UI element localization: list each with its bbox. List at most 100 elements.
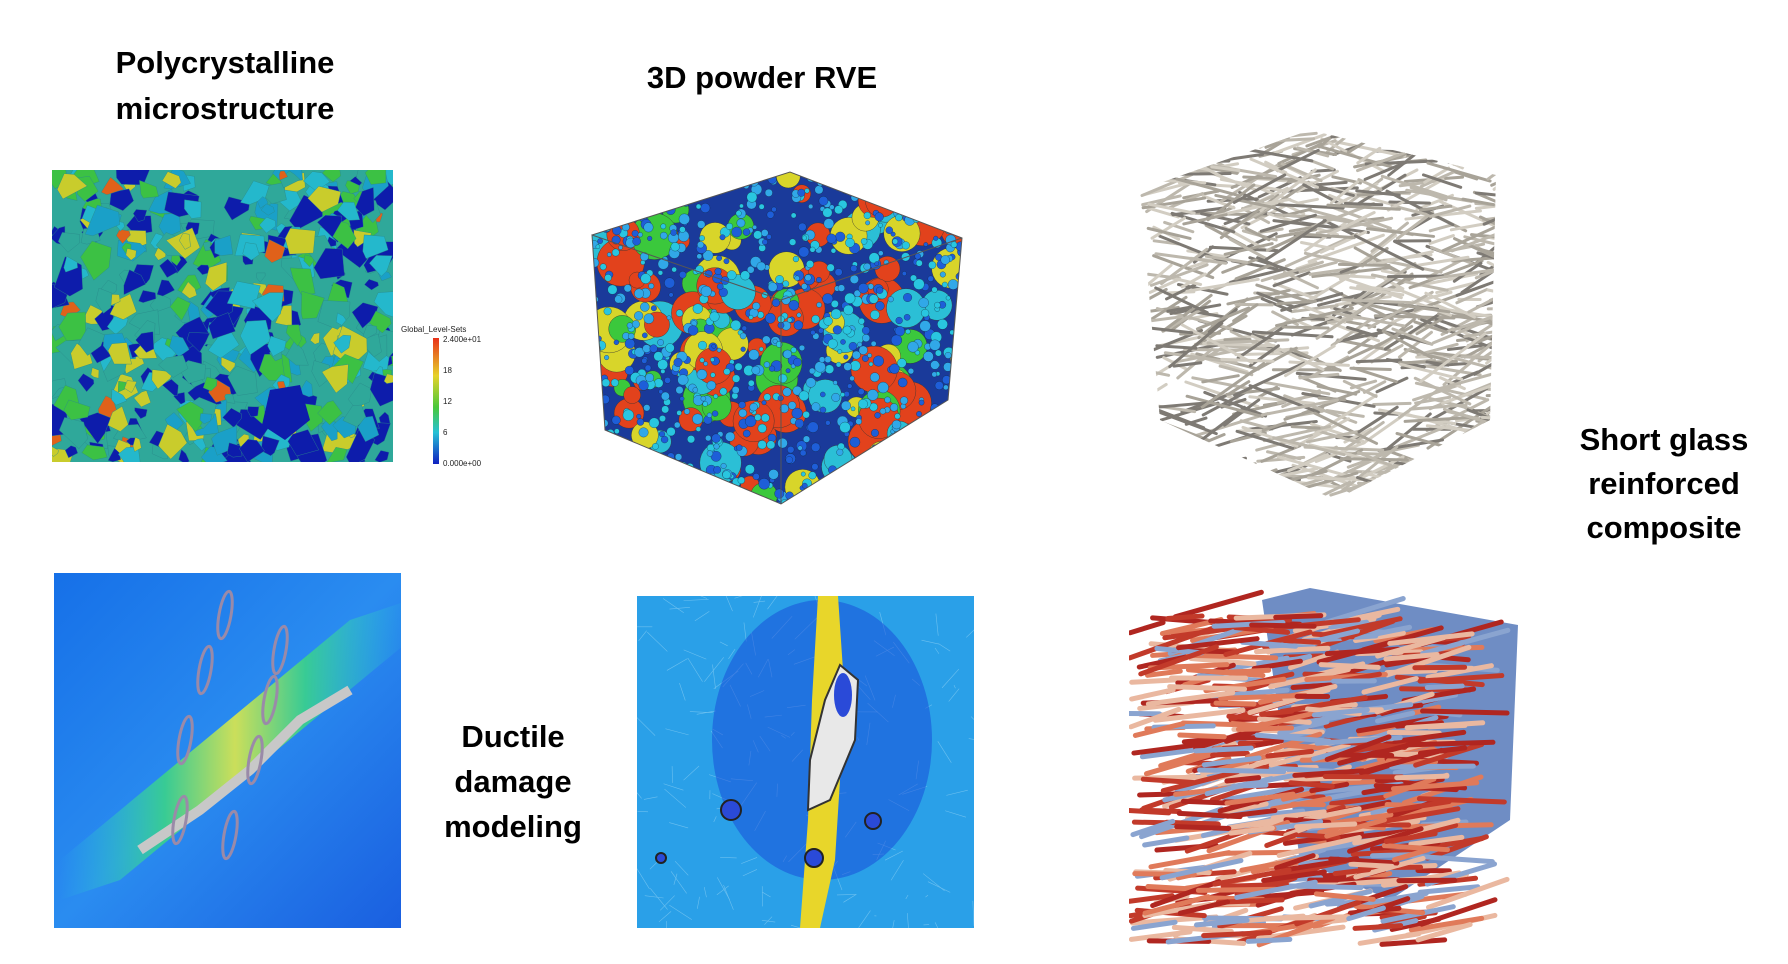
particle: [831, 479, 838, 486]
particle: [808, 500, 816, 508]
particle: [611, 218, 620, 227]
particle: [921, 185, 930, 194]
fiber: [1463, 443, 1514, 463]
particle: [927, 446, 938, 457]
fiber: [1496, 336, 1558, 345]
particle: [650, 345, 658, 353]
fiber: [1168, 472, 1235, 482]
void: [805, 849, 823, 867]
particle: [644, 314, 654, 324]
particle: [904, 473, 914, 483]
particle: [801, 169, 809, 177]
fiber: [1456, 127, 1486, 135]
particle: [647, 236, 652, 241]
fiber: [1213, 753, 1248, 755]
particle: [651, 180, 658, 187]
particle: [911, 444, 917, 450]
particle: [724, 368, 731, 375]
particle: [749, 350, 760, 361]
particle: [710, 312, 720, 322]
particle: [645, 373, 653, 381]
fiber: [1177, 827, 1229, 829]
particle: [693, 387, 698, 392]
sphere: [711, 162, 735, 186]
particle: [787, 446, 794, 453]
particle: [649, 418, 659, 428]
particle: [862, 327, 870, 335]
fiber: [1197, 464, 1256, 470]
particle: [723, 493, 731, 501]
particle: [877, 484, 885, 492]
particle: [759, 347, 763, 351]
fiber: [1390, 475, 1412, 476]
particle: [739, 409, 747, 417]
particle: [835, 268, 842, 275]
particle: [617, 475, 627, 485]
fiber: [1234, 785, 1266, 786]
particle: [716, 173, 722, 179]
particle: [960, 276, 964, 280]
particle: [923, 351, 933, 361]
fiber: [1487, 394, 1534, 413]
sphere: [776, 164, 800, 188]
fiber: [1172, 450, 1219, 453]
particle: [661, 224, 666, 229]
particle: [862, 334, 870, 342]
particle: [904, 432, 911, 439]
particle: [590, 184, 595, 189]
particle: [903, 186, 908, 191]
particle: [740, 271, 749, 280]
particle: [588, 436, 592, 440]
particle: [641, 192, 647, 198]
particle: [594, 383, 602, 391]
particle: [958, 356, 967, 365]
particle: [701, 203, 711, 213]
particle: [589, 434, 596, 441]
particle: [837, 449, 844, 456]
particle: [639, 428, 649, 438]
particle: [658, 482, 667, 491]
particle: [816, 277, 821, 282]
particle: [819, 196, 828, 205]
particle: [808, 204, 813, 209]
fiber: [1456, 108, 1511, 146]
sphere: [939, 454, 956, 471]
particle: [948, 470, 956, 478]
fiber: [1409, 483, 1432, 490]
particle: [652, 443, 658, 449]
particle: [610, 172, 618, 180]
particle: [592, 362, 597, 367]
particle: [799, 345, 805, 351]
particle: [696, 427, 701, 432]
particle: [908, 368, 914, 374]
particle: [641, 482, 649, 490]
particle: [749, 315, 753, 319]
particle: [757, 262, 766, 271]
particle: [783, 388, 792, 397]
particle: [739, 401, 746, 408]
fiber: [1359, 483, 1423, 489]
particle: [697, 221, 705, 229]
fiber: [1423, 149, 1450, 151]
particle: [803, 411, 810, 418]
ductile-image-2: [630, 586, 991, 944]
particle: [821, 499, 825, 503]
particle: [825, 420, 830, 425]
particle: [816, 302, 821, 307]
particle: [712, 344, 716, 348]
particle: [610, 485, 617, 492]
particle: [791, 347, 797, 353]
particle: [697, 479, 704, 486]
particle: [956, 186, 963, 193]
fiber: [1242, 481, 1267, 494]
particle: [887, 479, 896, 488]
particle: [710, 358, 714, 362]
particle: [914, 181, 922, 189]
particle: [924, 242, 928, 246]
particle: [738, 477, 745, 484]
particle: [590, 473, 597, 480]
fiber: [1264, 500, 1308, 520]
particle: [880, 408, 886, 414]
particle: [916, 411, 921, 416]
sphere: [909, 442, 933, 466]
